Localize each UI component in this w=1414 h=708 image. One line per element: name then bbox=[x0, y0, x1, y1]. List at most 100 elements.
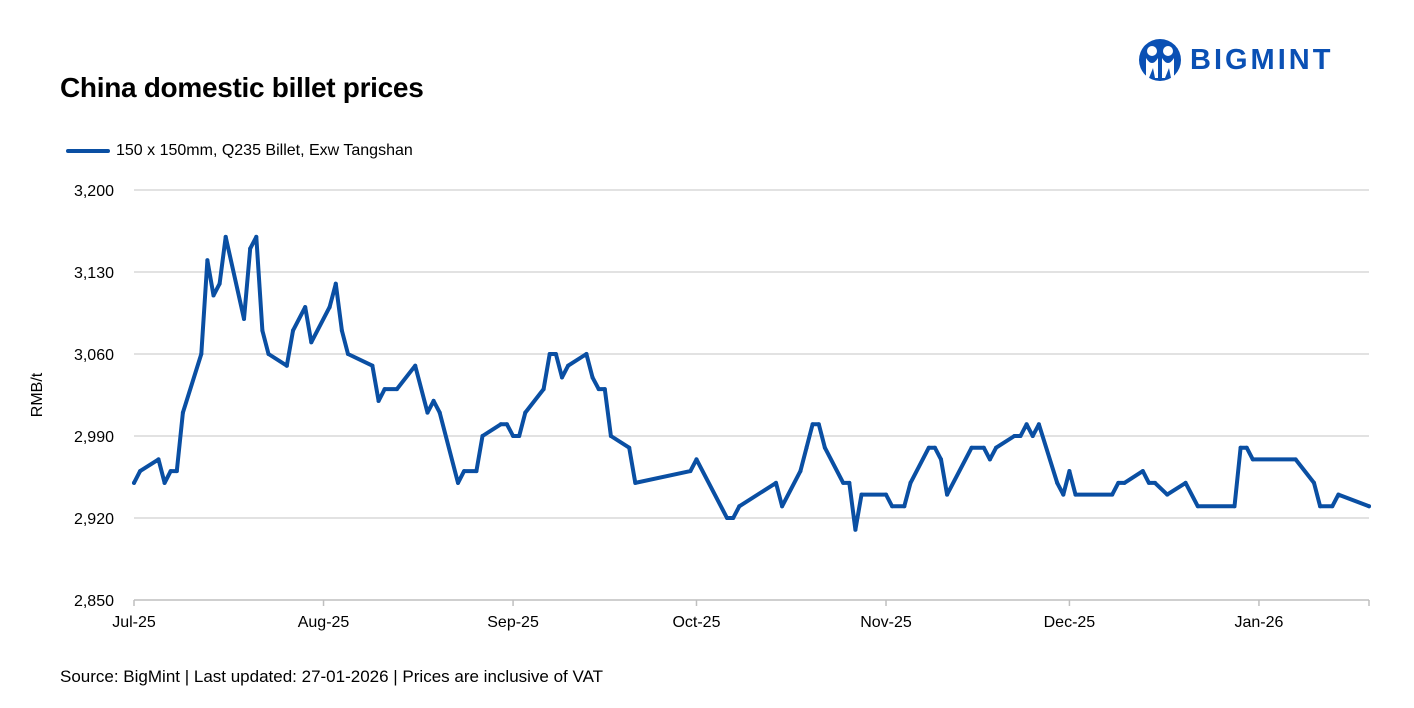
data-point bbox=[926, 445, 931, 450]
data-point bbox=[596, 387, 601, 392]
data-point bbox=[266, 352, 271, 356]
data-point bbox=[822, 445, 827, 450]
data-point bbox=[969, 445, 974, 450]
data-point bbox=[884, 492, 889, 497]
data-point bbox=[994, 445, 999, 450]
data-point bbox=[1061, 492, 1066, 497]
data-point bbox=[138, 469, 143, 474]
data-point bbox=[1336, 492, 1341, 497]
data-point bbox=[474, 469, 479, 474]
data-point bbox=[908, 480, 913, 485]
data-point bbox=[413, 363, 418, 368]
data-point bbox=[382, 387, 387, 392]
data-point bbox=[205, 258, 210, 263]
data-point bbox=[1146, 480, 1151, 485]
data-point bbox=[290, 328, 295, 333]
x-tick-label: Aug-25 bbox=[298, 614, 350, 631]
bigmint-logo: BIGMINT bbox=[1138, 38, 1333, 82]
data-point bbox=[1140, 469, 1145, 474]
data-point bbox=[1153, 480, 1158, 485]
data-point bbox=[168, 469, 173, 474]
data-point bbox=[780, 504, 785, 509]
data-point bbox=[1018, 434, 1023, 438]
data-point bbox=[339, 328, 344, 333]
data-point bbox=[902, 504, 907, 509]
data-point bbox=[162, 480, 167, 485]
data-point bbox=[945, 492, 950, 497]
data-point bbox=[437, 410, 442, 415]
data-point bbox=[174, 469, 179, 474]
data-point bbox=[890, 504, 895, 509]
data-point bbox=[1036, 422, 1041, 427]
data-point bbox=[217, 281, 222, 286]
data-point bbox=[1067, 469, 1072, 474]
data-point bbox=[859, 492, 864, 497]
data-point bbox=[333, 281, 338, 286]
data-point bbox=[798, 469, 803, 474]
data-point bbox=[847, 480, 852, 485]
data-point bbox=[627, 445, 632, 450]
data-point bbox=[1367, 504, 1371, 509]
y-tick-label: 3,060 bbox=[74, 347, 114, 364]
data-point bbox=[260, 328, 265, 333]
data-point bbox=[504, 422, 509, 427]
data-point bbox=[1183, 480, 1188, 485]
data-point bbox=[1311, 480, 1316, 485]
data-point bbox=[566, 363, 571, 368]
data-point bbox=[132, 480, 136, 485]
data-point bbox=[590, 375, 595, 380]
data-point bbox=[1012, 434, 1017, 438]
data-point bbox=[981, 445, 986, 450]
data-point bbox=[1122, 480, 1127, 485]
data-point bbox=[541, 387, 546, 392]
y-tick-label: 2,990 bbox=[74, 429, 114, 446]
data-point bbox=[517, 434, 522, 438]
data-point bbox=[370, 363, 375, 368]
legend-swatch bbox=[66, 149, 110, 153]
data-point bbox=[303, 305, 308, 310]
data-point bbox=[425, 410, 430, 415]
x-tick-label: Nov-25 bbox=[860, 614, 912, 631]
chart-title: China domestic billet prices bbox=[60, 72, 424, 103]
data-point bbox=[725, 516, 730, 520]
data-point bbox=[841, 480, 846, 485]
series-line bbox=[132, 234, 1371, 532]
x-tick-label: Dec-25 bbox=[1044, 614, 1096, 631]
bigmint-logo-icon bbox=[1139, 39, 1181, 81]
x-tick-label: Jan-26 bbox=[1234, 614, 1283, 631]
y-tick-label: 3,200 bbox=[74, 183, 114, 200]
data-point bbox=[254, 234, 259, 239]
data-point bbox=[156, 457, 161, 462]
data-point bbox=[602, 387, 607, 392]
x-tick-label: Sep-25 bbox=[487, 614, 539, 631]
data-point bbox=[1116, 480, 1121, 485]
data-point bbox=[523, 410, 528, 415]
data-point bbox=[547, 352, 552, 356]
data-point bbox=[688, 469, 693, 474]
data-point bbox=[223, 234, 228, 239]
data-point bbox=[345, 352, 350, 356]
data-point bbox=[853, 527, 858, 532]
data-point bbox=[211, 293, 216, 298]
data-point bbox=[456, 480, 461, 485]
data-point bbox=[1250, 457, 1255, 462]
y-tick-label: 2,850 bbox=[74, 593, 114, 610]
legend: 150 x 150mm, Q235 Billet, Exw Tangshan bbox=[66, 142, 413, 160]
data-point bbox=[1055, 480, 1060, 485]
data-point bbox=[1110, 492, 1115, 497]
data-point bbox=[1195, 504, 1200, 509]
data-point bbox=[816, 422, 821, 427]
data-point bbox=[731, 516, 736, 520]
data-point bbox=[1165, 492, 1170, 497]
data-point bbox=[309, 340, 314, 345]
data-point bbox=[1293, 457, 1298, 462]
data-point bbox=[327, 305, 332, 310]
y-tick-label: 3,130 bbox=[74, 265, 114, 282]
data-point bbox=[199, 352, 204, 356]
data-point bbox=[242, 316, 247, 321]
legend-label: 150 x 150mm, Q235 Billet, Exw Tangshan bbox=[116, 142, 413, 159]
x-tick-label: Oct-25 bbox=[672, 614, 720, 631]
data-point bbox=[1073, 492, 1078, 497]
data-point bbox=[1330, 504, 1335, 509]
